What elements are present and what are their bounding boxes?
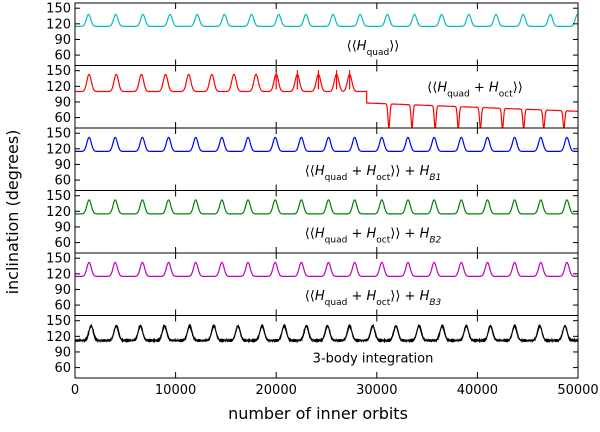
y-tick-label: 90 <box>54 220 71 235</box>
y-axis-label: inclination (degrees) <box>3 130 22 295</box>
series-line-5 <box>75 261 578 277</box>
y-tick-label: 150 <box>46 189 71 204</box>
panel-label-part: H <box>437 81 447 96</box>
y-tick-label: 150 <box>46 2 71 17</box>
panel-label-part: ⟩⟩ + <box>390 227 419 242</box>
panel-label-part: ⟩⟩ + <box>390 289 419 304</box>
y-tick-label: 90 <box>54 95 71 110</box>
series-line-3 <box>75 136 578 152</box>
panel-label-part: + <box>347 289 366 304</box>
panel-frame-1 <box>74 2 579 66</box>
panel-label-part: quad <box>367 48 390 58</box>
panel-label-part: ⟩⟩ + <box>390 164 419 179</box>
panel-label-part: H <box>357 39 367 54</box>
x-axis-label: number of inner orbits <box>228 404 408 423</box>
panel-label-part: B3 <box>429 298 441 308</box>
series-line-1 <box>75 13 578 27</box>
series-line-4 <box>75 199 578 215</box>
panel-label-part: oct <box>499 90 513 100</box>
panel-label-6: 3-body integration <box>313 352 434 367</box>
y-tick-label: 120 <box>46 17 71 32</box>
panel-label-part: ⟨⟨ <box>305 289 315 304</box>
y-tick-label: 150 <box>46 314 71 329</box>
panel-label-part: H <box>489 81 499 96</box>
panel-label-part: H <box>420 164 430 179</box>
y-tick-label: 150 <box>46 252 71 267</box>
panel-label-part: + <box>347 227 366 242</box>
panel-label-1: ⟨⟨Hquad⟩⟩ <box>347 39 400 58</box>
y-tick-label: 60 <box>54 236 71 251</box>
y-tick-label: 120 <box>46 330 71 345</box>
panel-label-part: + <box>347 164 366 179</box>
y-tick-label: 90 <box>54 283 71 298</box>
panel-label-part: H <box>420 227 430 242</box>
panel-label-part: + <box>470 81 489 96</box>
panel-label-part: H <box>367 227 377 242</box>
y-tick-label: 60 <box>54 49 71 64</box>
panel-frame-6 <box>74 315 579 379</box>
x-tick-label: 10000 <box>155 383 196 398</box>
panel-label-part: ⟨⟨ <box>305 227 315 242</box>
y-tick-label: 120 <box>46 80 71 95</box>
panel-label-4: ⟨⟨Hquad + Hoct⟩⟩ + HB2 <box>305 227 442 246</box>
y-tick-label: 60 <box>54 174 71 189</box>
y-tick-label: 120 <box>46 205 71 220</box>
panel-label-part: H <box>367 164 377 179</box>
panel-label-part: H <box>420 289 430 304</box>
panel-label-part: H <box>315 227 325 242</box>
panel-label-5: ⟨⟨Hquad + Hoct⟩⟩ + HB3 <box>305 289 442 308</box>
y-tick-label: 60 <box>54 361 71 376</box>
panel-label-part: H <box>367 289 377 304</box>
panel-label-part: B2 <box>429 236 441 246</box>
panel-label-part: oct <box>376 298 390 308</box>
series-line-6 <box>75 323 578 344</box>
panel-label-2: ⟨⟨Hquad + Hoct⟩⟩ <box>427 81 523 100</box>
panel-label-part: oct <box>376 173 390 183</box>
panel-label-part: quad <box>325 236 348 246</box>
panel-label-part: 3-body integration <box>313 352 434 367</box>
y-tick-label: 90 <box>54 345 71 360</box>
panel-label-part: B1 <box>429 173 441 183</box>
panel-label-part: ⟨⟨ <box>427 81 437 96</box>
panel-label-part: quad <box>447 90 470 100</box>
panel-label-part: H <box>315 289 325 304</box>
panel-label-part: H <box>315 164 325 179</box>
y-tick-label: 90 <box>54 158 71 173</box>
panel-label-part: ⟩⟩ <box>389 39 399 54</box>
series-line-2 <box>75 73 578 128</box>
y-tick-label: 60 <box>54 111 71 126</box>
panel-label-part: ⟨⟨ <box>347 39 357 54</box>
x-tick-label: 30000 <box>356 383 397 398</box>
x-tick-label: 50000 <box>557 383 598 398</box>
x-tick-labels: 0 10000 20000 30000 40000 50000 <box>71 383 599 398</box>
y-tick-label: 120 <box>46 267 71 282</box>
x-tick-label: 20000 <box>256 383 297 398</box>
panel-label-part: quad <box>325 298 348 308</box>
x-tick-label: 0 <box>71 383 79 398</box>
y-tick-label: 150 <box>46 127 71 142</box>
y-tick-label: 150 <box>46 64 71 79</box>
panel-label-3: ⟨⟨Hquad + Hoct⟩⟩ + HB1 <box>305 164 442 183</box>
panel-label-part: oct <box>376 236 390 246</box>
panel-label-part: ⟨⟨ <box>305 164 315 179</box>
panel-label-part: quad <box>325 173 348 183</box>
x-tick-label: 40000 <box>457 383 498 398</box>
panel-label-part: ⟩⟩ <box>513 81 523 96</box>
y-tick-label: 120 <box>46 142 71 157</box>
y-tick-label: 90 <box>54 33 71 48</box>
y-tick-label: 60 <box>54 299 71 314</box>
